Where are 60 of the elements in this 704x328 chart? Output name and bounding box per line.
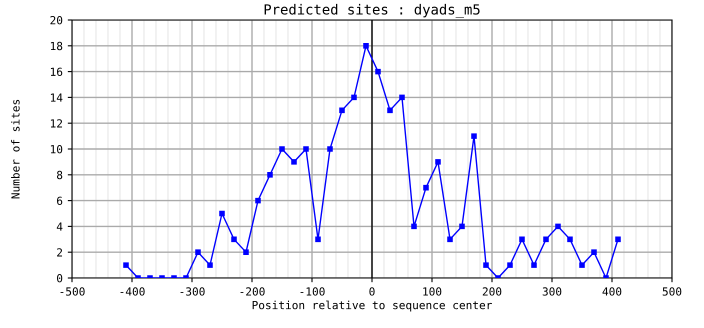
y-tick-label: 8: [56, 170, 62, 180]
x-tick-label: 500: [662, 287, 682, 296]
point: [303, 146, 309, 152]
x-tick-label: -500: [60, 287, 85, 296]
point: [615, 236, 621, 242]
x-tick-label: 300: [542, 287, 562, 296]
y-tick-label: 20: [50, 16, 62, 24]
point: [123, 262, 129, 268]
point: [363, 43, 369, 49]
point: [411, 224, 417, 230]
x-tick-label: -100: [300, 287, 325, 296]
point: [291, 159, 297, 165]
point: [339, 108, 345, 114]
y-axis-title: Number of sites: [11, 100, 20, 198]
x-tick-label: -300: [180, 287, 205, 296]
point: [387, 108, 393, 114]
point: [567, 236, 573, 242]
x-tick-label: -200: [240, 287, 265, 296]
y-tick-label: 4: [56, 222, 62, 231]
point: [471, 133, 477, 139]
y-tick-label: 10: [50, 145, 62, 154]
x-tick-label: 0: [369, 287, 375, 296]
point: [375, 68, 381, 74]
x-tick-label: -400: [120, 287, 145, 296]
chart-title: Predicted sites : dyads_m5: [264, 4, 480, 18]
point: [579, 262, 585, 268]
point: [507, 262, 513, 268]
point: [207, 262, 213, 268]
point: [543, 236, 549, 242]
y-tick-label: 2: [57, 248, 62, 256]
y-tick-label: 16: [50, 68, 62, 76]
point: [459, 224, 465, 230]
x-tick-label: 200: [482, 287, 502, 296]
point: [351, 94, 357, 100]
point: [435, 159, 441, 165]
y-tick-label: 18: [50, 42, 62, 50]
point: [519, 236, 525, 242]
y-tick-label: 14: [50, 94, 62, 102]
x-axis-title: Position relative to sequence center: [252, 300, 492, 312]
point: [219, 210, 225, 216]
y-tick-label: 12: [50, 119, 62, 128]
point: [399, 94, 405, 100]
point: [423, 184, 429, 190]
point: [591, 249, 597, 255]
point: [315, 236, 321, 242]
point: [279, 146, 285, 152]
y-tick-label: 6: [57, 196, 62, 206]
point: [531, 262, 537, 268]
point: [195, 249, 201, 255]
point: [255, 198, 261, 204]
point: [483, 262, 489, 268]
point: [243, 249, 249, 255]
point: [231, 236, 237, 242]
point: [447, 236, 453, 242]
x-tick-label: 100: [423, 287, 442, 296]
point: [327, 146, 333, 152]
y-tick-label: 0: [57, 274, 62, 282]
point: [555, 224, 561, 230]
x-tick-label: 400: [602, 287, 622, 296]
point: [267, 172, 273, 178]
